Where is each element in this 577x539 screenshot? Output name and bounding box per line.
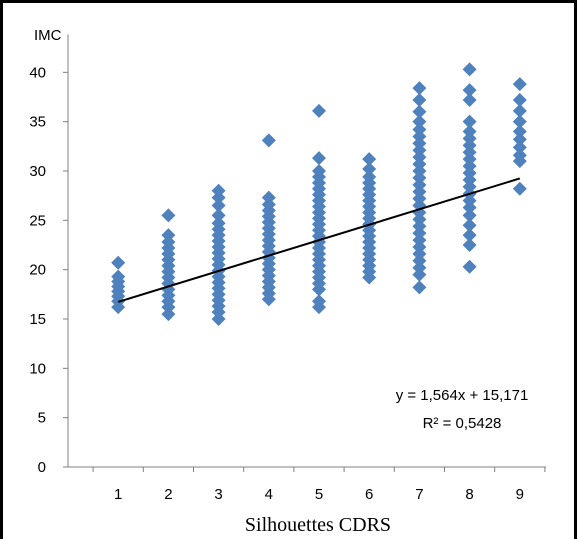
data-point <box>512 103 527 118</box>
x-tick-label: 1 <box>114 486 122 503</box>
data-point <box>512 92 527 107</box>
data-point <box>211 208 226 223</box>
data-point <box>462 124 477 139</box>
axes <box>67 34 546 468</box>
data-point <box>161 228 176 243</box>
data-point <box>211 198 226 213</box>
data-point <box>512 114 527 129</box>
y-tick-label: 40 <box>29 64 46 81</box>
data-point <box>161 208 176 223</box>
x-tick-label: 6 <box>365 486 373 503</box>
data-point <box>412 122 427 137</box>
data-point <box>261 190 276 205</box>
y-tick-label: 35 <box>29 114 46 131</box>
data-point <box>462 238 477 252</box>
data-point <box>412 280 427 295</box>
data-point <box>312 164 326 178</box>
data-point <box>462 228 477 243</box>
data-point <box>261 133 276 148</box>
x-tick-label: 5 <box>315 486 323 503</box>
x-axis-label: Silhouettes CDRS <box>245 514 391 536</box>
data-point <box>412 114 427 129</box>
trendline-r-squared: R² = 0,5428 <box>423 415 502 432</box>
data-point <box>512 124 527 139</box>
x-tick-label: 4 <box>265 486 273 503</box>
data-points <box>111 62 527 326</box>
x-tick-label: 3 <box>214 486 222 503</box>
data-point <box>412 81 427 96</box>
trendline-equation: y = 1,564x + 15,171 <box>396 387 529 404</box>
data-point <box>362 152 377 167</box>
x-axis-ticks: 1 2 3 4 5 6 7 8 9 <box>92 467 546 503</box>
data-point <box>111 255 126 270</box>
y-tick-label: 20 <box>29 262 46 279</box>
data-point <box>312 151 326 166</box>
data-point <box>512 148 527 163</box>
data-point <box>211 183 226 198</box>
y-axis-ticks: 0 5 10 15 20 25 30 35 40 <box>29 64 68 476</box>
y-tick-label: 15 <box>29 311 46 328</box>
y-axis-label: IMC <box>34 27 62 44</box>
data-point <box>412 92 427 107</box>
y-tick-label: 30 <box>29 163 46 180</box>
x-tick-label: 8 <box>465 486 473 503</box>
y-tick-label: 10 <box>29 360 46 377</box>
trendline <box>117 177 521 303</box>
data-point <box>462 62 477 77</box>
x-tick-label: 2 <box>164 486 172 503</box>
data-point <box>462 83 477 98</box>
data-point <box>512 77 527 92</box>
data-point <box>462 259 477 274</box>
data-point <box>462 218 477 233</box>
data-point <box>462 92 477 107</box>
data-point <box>312 294 326 309</box>
data-point <box>111 269 126 284</box>
x-tick-label: 7 <box>415 486 423 503</box>
data-point <box>512 140 527 155</box>
data-point <box>512 132 527 147</box>
y-tick-label: 0 <box>38 459 46 476</box>
data-point <box>362 169 377 184</box>
data-point <box>211 216 226 231</box>
y-tick-label: 25 <box>29 212 46 229</box>
y-tick-label: 5 <box>38 410 46 427</box>
data-point <box>462 208 477 223</box>
data-point <box>362 162 377 177</box>
data-point <box>412 104 427 119</box>
x-tick-label: 9 <box>516 486 524 503</box>
data-point <box>312 103 326 118</box>
data-point <box>512 181 527 196</box>
data-point <box>462 114 477 129</box>
